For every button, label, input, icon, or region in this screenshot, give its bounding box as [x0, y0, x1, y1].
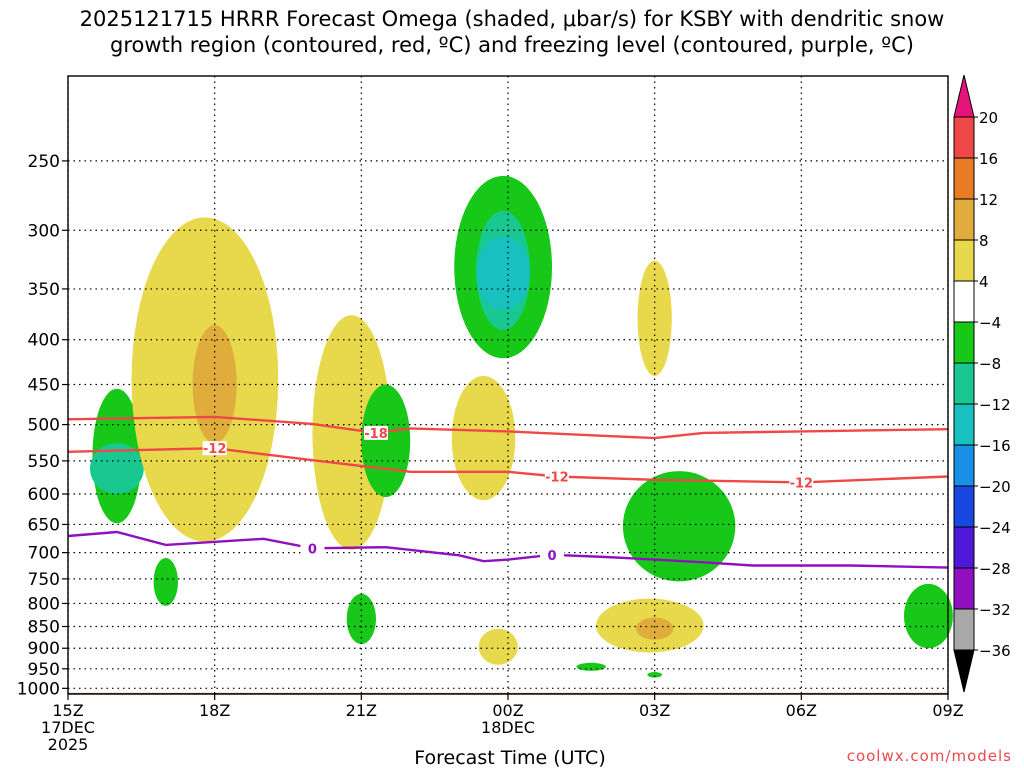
x-tick-label-0-1: 17DEC [41, 718, 95, 737]
omega-region-11 [622, 471, 736, 582]
colorbar-label-10: −24 [979, 519, 1011, 537]
colorbar-label-1: 16 [979, 150, 998, 168]
omega-region-16 [478, 628, 518, 665]
omega-region-19 [904, 583, 953, 649]
colorbar-label-2: 12 [979, 191, 998, 209]
colorbar-label-3: 8 [979, 232, 989, 250]
colorbar-bin-10 [953, 485, 975, 528]
contour-label-2-0: 0 [308, 542, 317, 557]
x-axis-label: Forecast Time (UTC) [414, 747, 605, 768]
y-tick-label-450: 450 [28, 376, 60, 396]
y-tick-label-350: 350 [28, 280, 60, 300]
colorbar-label-5: −4 [979, 314, 1001, 332]
y-tick-label-550: 550 [28, 452, 60, 472]
omega-region-17 [576, 662, 606, 671]
colorbar-bin-12 [953, 567, 975, 610]
colorbar-bin-6 [953, 321, 975, 364]
contour-label-bg-1-0 [202, 441, 227, 456]
contour-line-1 [67, 446, 949, 484]
contour-label-bg-2-0 [300, 541, 325, 556]
contour-label-1-0: -12 [203, 442, 227, 457]
x-tick-label-15-0: 06Z [786, 701, 817, 720]
y-tick-label-300: 300 [28, 221, 60, 241]
colorbar-label-7: −12 [979, 396, 1011, 414]
title-line-1: 2025121715 HRRR Forecast Omega (shaded, … [79, 7, 945, 31]
y-tick-label-1000: 1000 [17, 679, 60, 699]
contour-label-bg-0-0 [364, 425, 388, 440]
omega-region-5 [361, 384, 411, 498]
x-tick-label-9-1: 18DEC [481, 718, 535, 737]
omega-region-4 [312, 315, 391, 550]
colorbar-bin-2 [953, 157, 975, 200]
y-tick-label-650: 650 [28, 515, 60, 535]
colorbar-bin-5 [953, 280, 975, 323]
x-tick-label-0-0: 15Z [52, 701, 83, 720]
colorbar-bin-7 [953, 362, 975, 405]
colorbar-bin-4 [953, 239, 975, 282]
y-tick-label-600: 600 [28, 485, 60, 505]
colorbar-label-9: −20 [979, 478, 1011, 496]
contour-label-2-1: 0 [547, 549, 556, 564]
x-tick-label-6-0: 21Z [346, 701, 377, 720]
colorbar-label-4: 4 [979, 273, 989, 291]
contour-line-0 [67, 415, 949, 440]
y-axis-ticks: 2503003504004505005506006507007508008509… [17, 152, 68, 699]
y-tick-label-700: 700 [28, 544, 60, 564]
colorbar-bottom-arrow [953, 649, 975, 693]
omega-region-13 [636, 617, 674, 640]
omega-region-15 [346, 593, 377, 644]
y-tick-label-800: 800 [28, 594, 60, 614]
colorbar-bin-1 [953, 116, 975, 159]
colorbar-bin-8 [953, 403, 975, 446]
colorbar-label-12: −32 [979, 601, 1011, 619]
contour-label-bg-1-2 [789, 475, 814, 490]
omega-region-9 [476, 236, 530, 311]
colorbar-bin-9 [953, 444, 975, 487]
colorbar-bin-13 [953, 608, 975, 651]
omega-region-14 [153, 558, 178, 606]
omega-region-18 [647, 672, 663, 678]
contour-label-bg-2-1 [540, 547, 564, 562]
colorbar-label-6: −8 [979, 355, 1001, 373]
omega-shading [90, 175, 953, 678]
colorbar: 20 16 12 8 4 −4 −8 −12 −16 −20 −24 −28 −32 −36 [953, 74, 1011, 693]
y-tick-label-250: 250 [28, 152, 60, 172]
colorbar-label-0: 20 [979, 109, 998, 127]
x-tick-label-3-0: 18Z [199, 701, 230, 720]
y-tick-label-850: 850 [28, 618, 60, 638]
contour-line-2 [67, 530, 949, 569]
omega-region-6 [451, 375, 516, 501]
colorbar-bin-11 [953, 526, 975, 569]
grid-lines [67, 76, 949, 694]
contour-label-0-0: -18 [364, 427, 388, 442]
y-tick-label-500: 500 [28, 416, 60, 436]
x-tick-label-9-0: 00Z [492, 701, 523, 720]
chart-title: 2025121715 HRRR Forecast Omega (shaded, … [0, 6, 1024, 58]
colorbar-label-8: −16 [979, 437, 1011, 455]
y-tick-label-900: 900 [28, 639, 60, 659]
y-tick-label-950: 950 [28, 660, 60, 680]
x-tick-label-18-0: 09Z [932, 701, 963, 720]
isotherm-contours: -18 -12 -12 -12 0 0 [67, 415, 949, 569]
colorbar-bin-3 [953, 198, 975, 241]
colorbar-label-11: −28 [979, 560, 1011, 578]
x-tick-label-12-0: 03Z [639, 701, 670, 720]
y-tick-label-750: 750 [28, 570, 60, 590]
omega-region-1 [90, 443, 144, 494]
colorbar-label-13: −36 [979, 642, 1011, 660]
contour-label-bg-1-1 [544, 469, 569, 484]
y-tick-label-400: 400 [28, 331, 60, 351]
contour-label-1-2: -12 [790, 476, 814, 491]
colorbar-top-arrow [953, 74, 975, 118]
contour-label-1-1: -12 [545, 470, 569, 485]
title-line-2: growth region (contoured, red, ºC) and f… [110, 33, 914, 57]
credit-text: coolwx.com/models [846, 747, 1012, 765]
x-tick-label-0-2: 2025 [48, 735, 89, 754]
